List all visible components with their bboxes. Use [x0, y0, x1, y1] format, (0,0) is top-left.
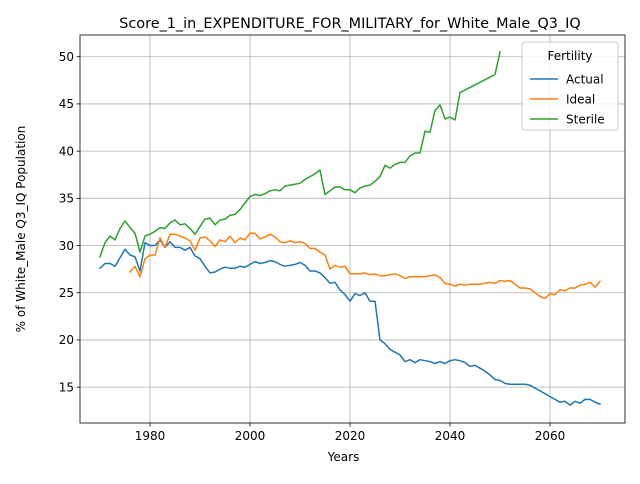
y-tick-label: 45	[59, 97, 74, 111]
series-line-sterile	[99, 51, 501, 258]
legend-label-ideal: Ideal	[566, 92, 595, 106]
x-tick-label: 2060	[535, 429, 566, 443]
legend-title: Fertility	[547, 49, 592, 63]
chart-title: Score_1_in_EXPENDITURE_FOR_MILITARY_for_…	[119, 16, 580, 32]
legend: Fertility Actual Ideal Sterile	[521, 41, 619, 131]
y-tick-label: 15	[59, 380, 74, 394]
y-tick-label: 20	[59, 333, 74, 347]
x-tick-label: 2040	[435, 429, 466, 443]
series-line-ideal	[128, 232, 602, 300]
y-tick-label: 40	[59, 144, 74, 158]
series-lines	[98, 51, 602, 406]
legend-label-sterile: Sterile	[566, 112, 605, 126]
y-tick-label: 25	[59, 286, 74, 300]
legend-box	[521, 41, 619, 131]
plot-frame	[79, 34, 626, 424]
axes: 1980 2000 2020 2040 2060 15 20 25 30 35 40 45 50	[59, 50, 566, 443]
y-tick-label: 35	[59, 192, 74, 206]
y-tick-label: 50	[59, 50, 74, 64]
x-tick-label: 1980	[135, 429, 166, 443]
x-axis-label: Years	[327, 450, 360, 464]
legend-label-actual: Actual	[566, 72, 604, 86]
y-tick-label: 30	[59, 239, 74, 253]
series-line-actual	[98, 239, 601, 406]
y-axis-label: % of White_Male Q3_IQ Population	[14, 126, 28, 333]
x-tick-label: 2020	[335, 429, 366, 443]
x-tick-label: 2000	[235, 429, 266, 443]
legend-items: Actual Ideal Sterile	[530, 72, 605, 126]
